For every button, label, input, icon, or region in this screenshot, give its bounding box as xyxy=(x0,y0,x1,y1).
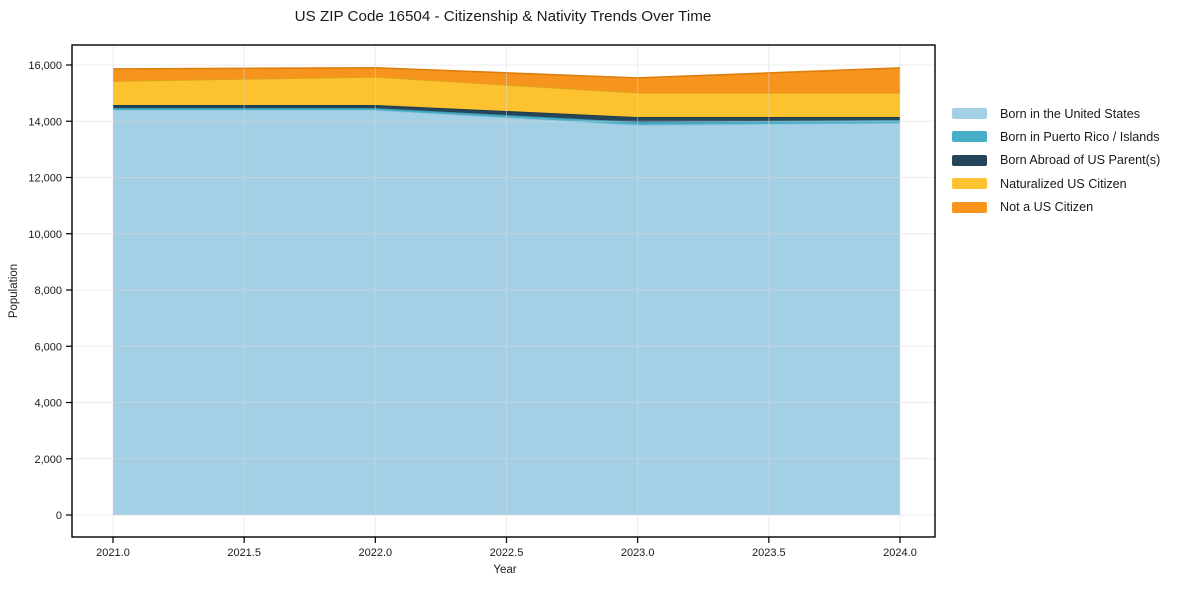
legend-item: Born in Puerto Rico / Islands xyxy=(952,129,1160,144)
chart-title: US ZIP Code 16504 - Citizenship & Nativi… xyxy=(294,8,712,25)
x-tick-label: 2024.0 xyxy=(883,547,917,559)
x-tick-label: 2021.5 xyxy=(227,547,261,559)
legend-swatch-puerto-rico xyxy=(952,131,987,143)
y-tick-label: 12,000 xyxy=(28,173,62,185)
x-tick-label: 2023.5 xyxy=(752,547,786,559)
x-tick-label: 2022.5 xyxy=(490,547,524,559)
x-axis-title: Year xyxy=(493,564,517,576)
legend-label: Born in the United States xyxy=(1000,106,1141,121)
y-tick-label: 2,000 xyxy=(34,454,62,466)
legend-item: Born Abroad of US Parent(s) xyxy=(952,153,1161,168)
legend: Born in the United States Born in Puerto… xyxy=(952,107,1160,224)
legend-swatch-naturalized xyxy=(952,178,987,190)
x-tick-label: 2023.0 xyxy=(621,547,655,559)
plot-border xyxy=(71,44,936,538)
y-tick-label: 16,000 xyxy=(28,60,62,72)
legend-swatch-born-abroad xyxy=(952,154,987,166)
legend-label: Born Abroad of US Parent(s) xyxy=(1000,153,1161,168)
x-tick-label: 2021.0 xyxy=(96,547,130,559)
y-tick-label: 8,000 xyxy=(34,285,62,297)
legend-label: Naturalized US Citizen xyxy=(1000,176,1127,191)
legend-item: Naturalized US Citizen xyxy=(952,176,1160,191)
legend-item: Born in the United States xyxy=(952,106,1160,121)
x-tick-label: 2022.0 xyxy=(359,547,393,559)
y-tick-label: 4,000 xyxy=(34,398,62,410)
y-axis-title: Population xyxy=(8,263,20,319)
legend-label: Born in Puerto Rico / Islands xyxy=(1000,129,1160,144)
y-tick-label: 10,000 xyxy=(28,229,62,241)
y-tick-label: 14,000 xyxy=(28,116,62,128)
y-tick-label: 0 xyxy=(56,510,62,522)
legend-swatch-born-us xyxy=(952,108,987,119)
legend-item: Not a US Citizen xyxy=(952,200,1160,215)
legend-swatch-not-citizen xyxy=(952,201,987,213)
y-tick-label: 6,000 xyxy=(34,341,62,353)
legend-label: Not a US Citizen xyxy=(1000,200,1094,215)
